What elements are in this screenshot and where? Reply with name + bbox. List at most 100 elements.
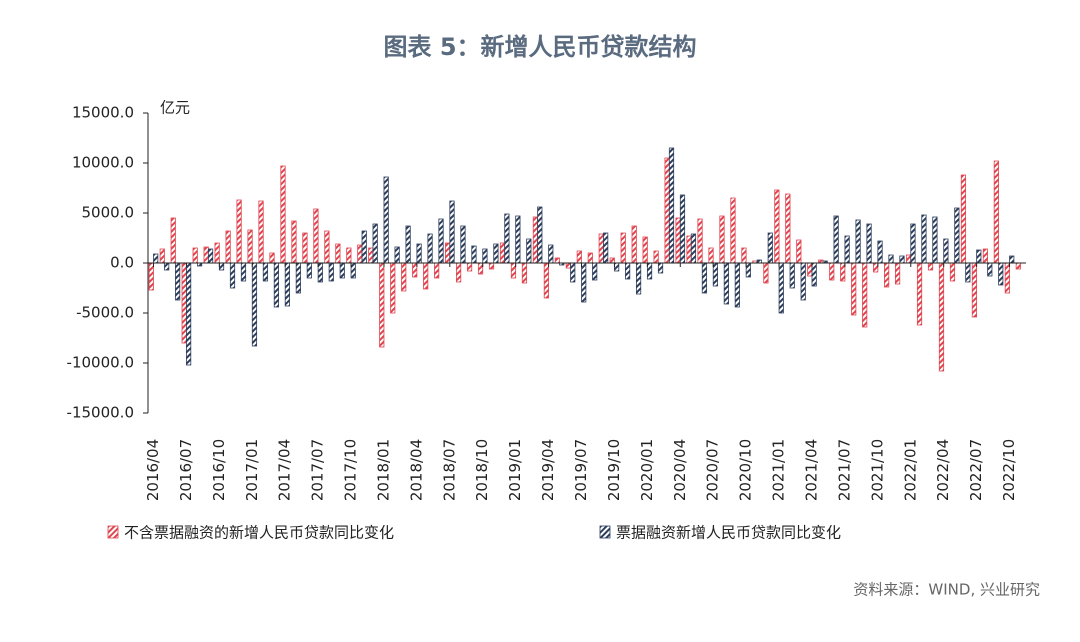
bar — [302, 232, 308, 264]
x-tick-label: 2017/04 — [276, 439, 294, 501]
bar — [269, 252, 275, 264]
bar — [164, 262, 170, 271]
bar — [598, 233, 604, 264]
y-tick-label: 10000.0 — [72, 154, 134, 172]
bar — [335, 243, 341, 264]
bar — [910, 223, 916, 264]
bar — [515, 215, 521, 264]
bar — [631, 225, 637, 264]
bar — [466, 262, 473, 272]
bar — [873, 262, 879, 273]
bar — [833, 215, 839, 264]
bar — [719, 215, 725, 264]
bar — [570, 262, 576, 283]
bar — [372, 223, 378, 264]
bar — [477, 262, 484, 275]
bar — [295, 262, 301, 294]
legend-swatch — [599, 525, 611, 539]
bar — [921, 214, 927, 264]
bar — [207, 248, 214, 264]
bar — [730, 197, 736, 264]
bar — [390, 262, 396, 314]
y-tick-label: -15000.0 — [67, 404, 134, 422]
x-tick-label: 2017/07 — [309, 439, 327, 501]
x-tick-label: 2017/01 — [243, 439, 261, 501]
bar — [438, 218, 444, 264]
bar — [778, 262, 784, 314]
bar — [894, 262, 901, 285]
bar — [504, 213, 510, 264]
bar — [460, 225, 466, 264]
bar — [1009, 255, 1015, 264]
bar — [328, 262, 334, 282]
bar — [186, 262, 192, 366]
bar — [346, 247, 352, 264]
bar — [982, 248, 988, 264]
y-tick-label: 5000.0 — [82, 204, 135, 222]
bar — [625, 262, 631, 280]
x-tick-label: 2021/07 — [835, 439, 853, 501]
bar — [987, 262, 993, 277]
bar — [203, 246, 209, 264]
legend-label: 票据融资新增人民币贷款同比变化 — [616, 524, 841, 542]
bar — [796, 239, 802, 264]
x-tick-label: 2016/07 — [177, 439, 195, 501]
bar — [862, 262, 868, 328]
x-tick-label: 2022/04 — [934, 439, 952, 501]
bar — [888, 254, 894, 264]
bar — [488, 262, 495, 270]
bar — [774, 189, 780, 264]
bar — [932, 216, 938, 264]
bar — [251, 262, 258, 347]
bar — [993, 160, 999, 264]
bar — [229, 262, 236, 289]
bar — [642, 236, 648, 264]
x-tick-label: 2021/04 — [802, 439, 820, 501]
x-tick-label: 2019/04 — [539, 439, 557, 501]
bar — [175, 262, 181, 301]
bar — [449, 200, 455, 264]
bar — [635, 262, 642, 295]
bar — [829, 262, 835, 281]
bar — [423, 262, 429, 290]
y-tick-label: 15000.0 — [72, 104, 134, 122]
bar — [646, 262, 653, 280]
chart-title: 图表 5：新增人民币贷款结构 — [383, 33, 696, 61]
bar — [427, 233, 433, 264]
bar — [938, 262, 945, 372]
bar — [471, 245, 477, 264]
bar — [767, 232, 773, 264]
bar — [712, 262, 719, 287]
bar — [965, 262, 971, 283]
bar — [262, 262, 269, 282]
bar — [840, 262, 846, 282]
bar — [657, 262, 664, 274]
x-tick-label: 2020/07 — [704, 439, 722, 501]
x-tick-label: 2021/01 — [770, 439, 788, 501]
bar — [998, 262, 1004, 286]
bar — [324, 230, 330, 264]
bar — [455, 262, 462, 283]
bar — [499, 242, 506, 264]
bar — [543, 262, 549, 299]
x-tick-label: 2022/10 — [1000, 439, 1018, 501]
x-tick-label: 2021/10 — [868, 439, 886, 501]
bar — [565, 262, 571, 269]
y-tick-label: -10000.0 — [67, 354, 134, 372]
bar — [741, 247, 747, 264]
bar — [789, 262, 795, 289]
bar — [350, 262, 356, 279]
bar — [148, 262, 154, 291]
bar — [807, 262, 813, 277]
bar — [697, 218, 703, 264]
bar — [1015, 262, 1021, 270]
bar — [905, 254, 912, 264]
bar — [927, 262, 934, 271]
bar — [537, 206, 543, 264]
bar — [668, 147, 675, 264]
bar — [192, 247, 198, 264]
bar — [445, 242, 451, 264]
bar — [280, 165, 286, 264]
bar — [284, 262, 290, 307]
bar — [960, 174, 967, 264]
